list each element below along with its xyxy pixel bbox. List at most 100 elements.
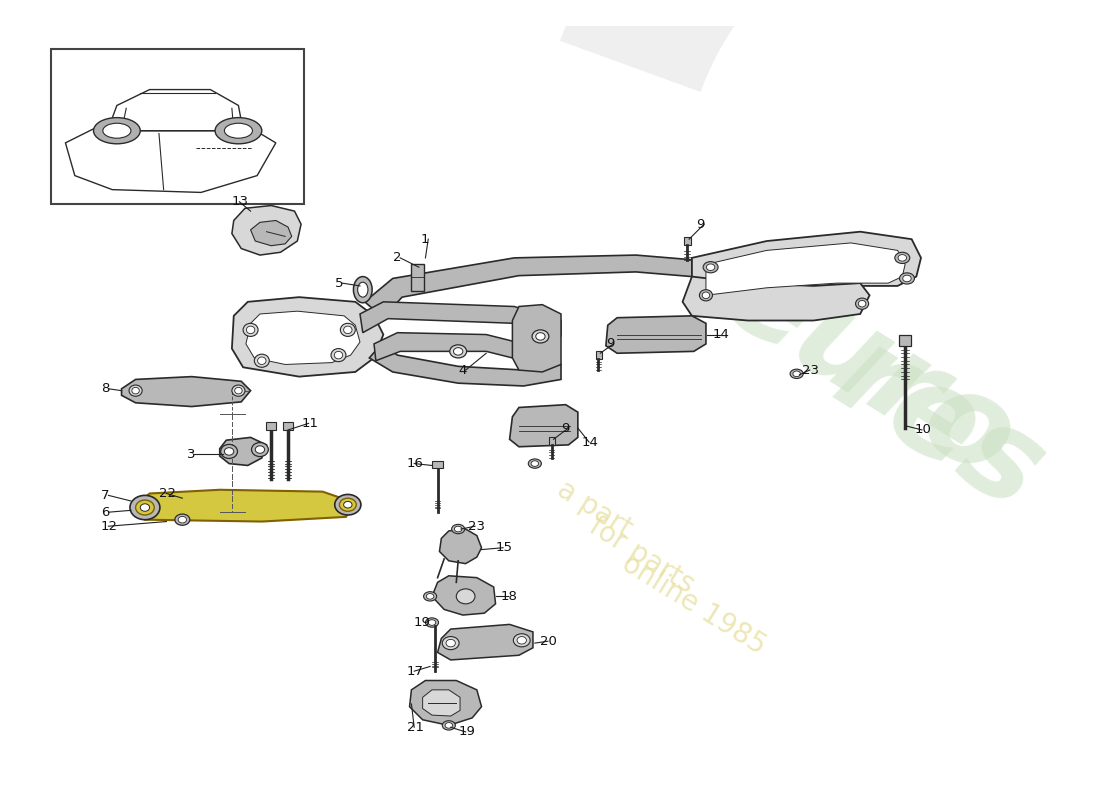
Ellipse shape <box>340 498 356 511</box>
Text: 12: 12 <box>101 520 118 533</box>
Text: 7: 7 <box>101 489 110 502</box>
Bar <box>266 422 276 430</box>
Ellipse shape <box>252 442 268 457</box>
Text: 9: 9 <box>561 422 570 434</box>
Polygon shape <box>108 90 243 130</box>
Text: for parts: for parts <box>584 512 700 598</box>
Ellipse shape <box>856 298 869 310</box>
Text: 20: 20 <box>540 634 558 648</box>
Ellipse shape <box>532 330 549 343</box>
Ellipse shape <box>900 273 914 284</box>
Text: 23: 23 <box>468 520 484 533</box>
Polygon shape <box>438 625 534 660</box>
Text: 17: 17 <box>407 665 424 678</box>
Ellipse shape <box>793 371 801 377</box>
Text: 2: 2 <box>393 251 402 264</box>
Ellipse shape <box>424 592 437 601</box>
Bar <box>411 265 425 290</box>
Ellipse shape <box>790 369 803 378</box>
Ellipse shape <box>343 326 352 334</box>
Text: online 1985: online 1985 <box>617 550 771 660</box>
Ellipse shape <box>243 323 258 337</box>
Ellipse shape <box>446 722 452 728</box>
Text: 10: 10 <box>914 423 932 437</box>
Ellipse shape <box>427 594 433 599</box>
Bar <box>52 50 304 204</box>
Polygon shape <box>440 529 482 564</box>
Text: 3: 3 <box>187 448 196 461</box>
Text: res: res <box>814 316 1065 535</box>
Ellipse shape <box>428 620 436 626</box>
Text: 13: 13 <box>232 195 249 208</box>
Polygon shape <box>370 344 561 386</box>
Polygon shape <box>422 690 460 716</box>
Ellipse shape <box>703 262 718 273</box>
Polygon shape <box>232 297 384 377</box>
Bar <box>284 422 293 430</box>
Ellipse shape <box>528 459 541 468</box>
Text: 1: 1 <box>421 233 429 246</box>
Bar <box>432 461 443 468</box>
Ellipse shape <box>246 326 255 334</box>
Ellipse shape <box>446 639 455 647</box>
Ellipse shape <box>453 348 463 355</box>
Text: 9: 9 <box>696 218 705 230</box>
Text: 21: 21 <box>407 721 424 734</box>
Polygon shape <box>251 221 292 246</box>
Ellipse shape <box>340 323 355 337</box>
Polygon shape <box>360 302 561 337</box>
Text: 14: 14 <box>582 435 598 449</box>
Text: 19: 19 <box>414 616 430 629</box>
Polygon shape <box>246 311 360 365</box>
Ellipse shape <box>702 292 710 298</box>
Text: 8: 8 <box>101 382 109 395</box>
Ellipse shape <box>358 282 367 297</box>
Ellipse shape <box>130 495 159 520</box>
Ellipse shape <box>898 254 906 261</box>
Text: 9: 9 <box>606 338 614 350</box>
Bar <box>549 438 556 445</box>
Ellipse shape <box>331 349 346 362</box>
Text: 18: 18 <box>500 590 517 603</box>
Ellipse shape <box>224 123 253 138</box>
Ellipse shape <box>178 517 187 523</box>
Ellipse shape <box>132 387 140 394</box>
Bar <box>595 351 602 359</box>
Ellipse shape <box>221 445 238 458</box>
Text: 15: 15 <box>496 542 513 554</box>
Ellipse shape <box>224 448 234 455</box>
Ellipse shape <box>517 637 527 644</box>
Polygon shape <box>365 255 692 318</box>
Text: 23: 23 <box>802 363 820 377</box>
Polygon shape <box>706 243 905 295</box>
Polygon shape <box>432 576 496 615</box>
Ellipse shape <box>706 264 715 270</box>
Text: 22: 22 <box>160 487 176 500</box>
Ellipse shape <box>700 290 713 301</box>
Ellipse shape <box>334 351 343 359</box>
Ellipse shape <box>141 504 150 511</box>
Polygon shape <box>409 681 482 726</box>
Ellipse shape <box>234 387 242 394</box>
Ellipse shape <box>452 524 464 534</box>
Ellipse shape <box>216 118 262 144</box>
Polygon shape <box>683 277 870 321</box>
Ellipse shape <box>135 500 154 515</box>
Text: euro: euro <box>702 232 1037 505</box>
Ellipse shape <box>255 446 265 454</box>
Ellipse shape <box>94 118 141 144</box>
Text: 14: 14 <box>713 328 729 341</box>
Ellipse shape <box>514 634 530 647</box>
Ellipse shape <box>232 385 245 396</box>
Ellipse shape <box>334 494 361 515</box>
Ellipse shape <box>450 345 466 358</box>
Ellipse shape <box>353 277 372 302</box>
Text: 11: 11 <box>301 417 318 430</box>
Polygon shape <box>513 305 561 372</box>
Ellipse shape <box>442 637 459 650</box>
Bar <box>684 238 691 245</box>
Polygon shape <box>692 232 921 302</box>
Polygon shape <box>232 206 301 255</box>
Polygon shape <box>122 377 251 406</box>
Text: a part: a part <box>552 475 637 542</box>
